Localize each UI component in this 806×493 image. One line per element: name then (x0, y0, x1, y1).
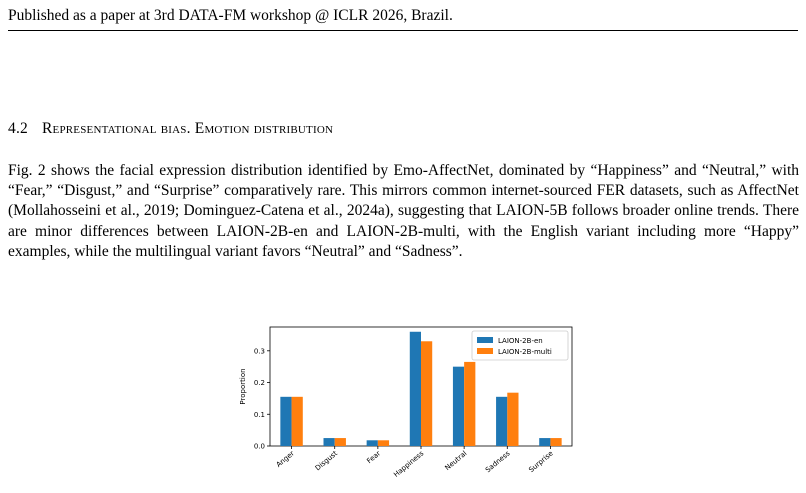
section-title: Representational bias. Emotion distribut… (41, 120, 334, 137)
y-axis-label: Proportion (239, 368, 247, 404)
x-tick-label: Sadness (484, 449, 512, 474)
x-tick-label: Surprise (527, 449, 554, 474)
emotion-bar-chart: 0.0 0.1 0.2 0.3 Proportion Anger Disgust Fear Ha… (239, 326, 573, 479)
running-head: Published as a paper at 3rd DATA-FM work… (8, 6, 798, 31)
bar-happiness-multi (421, 341, 433, 446)
bar-fear-multi (377, 440, 390, 446)
legend-swatch (477, 337, 493, 343)
bar-happiness-en (409, 331, 421, 446)
body-paragraph: Fig. 2 shows the facial expression distr… (8, 162, 799, 260)
emotion-distribution-figure: 0.0 0.1 0.2 0.3 Proportion Anger Disgust Fear Ha… (232, 322, 577, 490)
x-tick-label: Disgust (314, 449, 339, 472)
bar-disgust-multi (334, 438, 346, 446)
bar-surprise-multi (550, 438, 562, 446)
bar-disgust-en (323, 438, 335, 446)
bar-neutral-multi (464, 361, 476, 446)
y-tick-label: 0.0 (254, 443, 265, 451)
y-tick-label: 0.2 (254, 379, 265, 387)
bar-surprise-en (539, 438, 551, 446)
bar-anger-multi (291, 396, 303, 446)
bar-fear-en (366, 440, 378, 446)
section-number: 4.2 (8, 120, 28, 137)
y-tick-label: 0.3 (254, 347, 265, 355)
legend-label: LAION-2B-multi (498, 348, 552, 356)
legend-box (471, 330, 569, 361)
legend-label: LAION-2B-en (498, 337, 543, 345)
legend-swatch (477, 348, 493, 354)
x-tick-label: Fear (365, 449, 382, 465)
x-tick-label: Happiness (392, 449, 425, 479)
x-tick-label: Anger (275, 449, 296, 469)
bar-sadness-en (496, 396, 508, 446)
y-tick-label: 0.1 (254, 411, 265, 419)
bar-sadness-multi (507, 392, 519, 446)
x-tick-label: Neutral (443, 449, 468, 472)
bar-neutral-en (452, 366, 465, 446)
bar-anger-en (280, 396, 292, 446)
section-heading: 4.2 Representational bias. Emotion distri… (8, 119, 333, 139)
